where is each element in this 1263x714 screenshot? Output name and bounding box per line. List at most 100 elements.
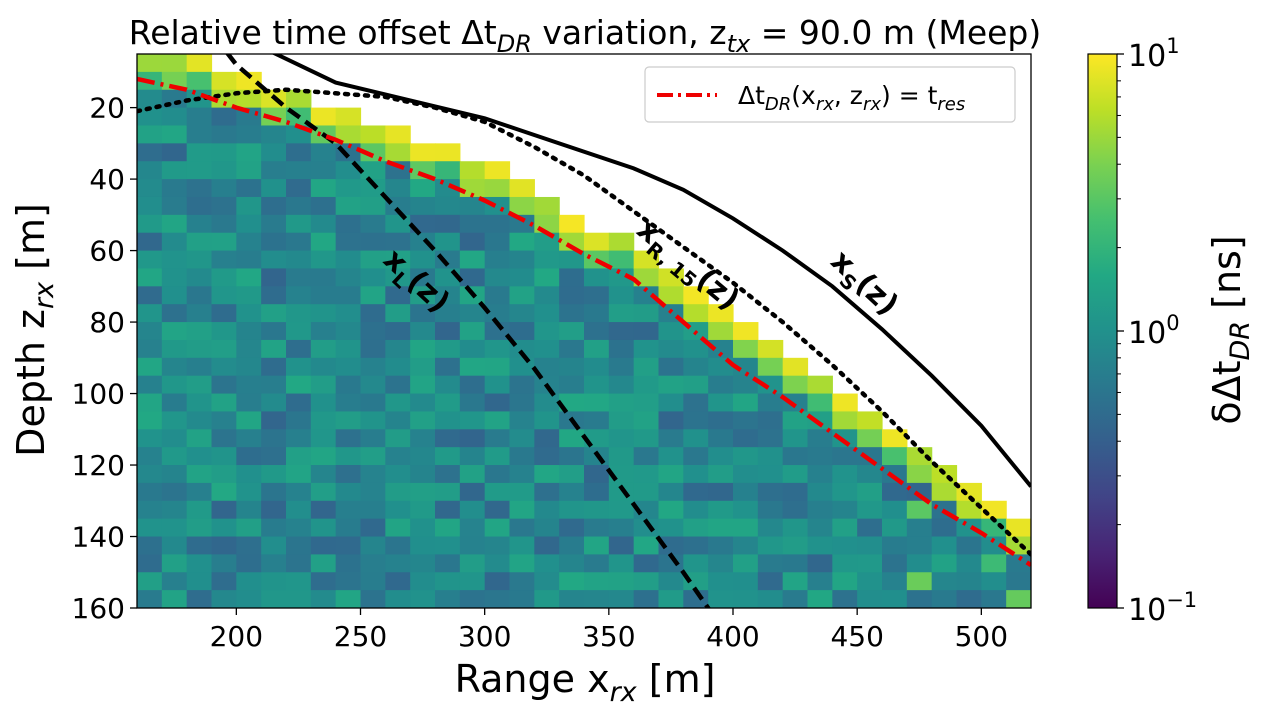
- heatmap-cell: [410, 322, 436, 341]
- heatmap-cell: [832, 429, 858, 448]
- heatmap-cell: [186, 71, 213, 91]
- heatmap-cell: [261, 357, 287, 377]
- heatmap-cell: [236, 250, 262, 270]
- heatmap-cell: [310, 375, 337, 395]
- heatmap-cell: [584, 465, 610, 484]
- heatmap-cell: [906, 554, 933, 573]
- heatmap-cell: [410, 179, 436, 198]
- heatmap-cell: [211, 536, 237, 555]
- heatmap-cell: [931, 554, 958, 573]
- heatmap-cell: [211, 357, 237, 377]
- heatmap-cell: [534, 304, 560, 323]
- heatmap-cell: [956, 518, 982, 538]
- heatmap-cell: [807, 518, 833, 538]
- heatmap-cell: [236, 214, 262, 234]
- heatmap-cell: [137, 322, 163, 341]
- title-mid: variation, z: [532, 13, 727, 52]
- heatmap-cell: [807, 375, 833, 395]
- heatmap-cell: [286, 357, 312, 377]
- heatmap-cell: [459, 572, 486, 591]
- heatmap-cell: [360, 518, 386, 538]
- heatmap-cell: [236, 554, 262, 573]
- heatmap-cell: [658, 393, 684, 413]
- heatmap-cell: [559, 304, 585, 323]
- heatmap-cell: [633, 393, 660, 413]
- heatmap-cell: [236, 429, 262, 448]
- heatmap-cell: [137, 268, 163, 287]
- x-tick-label: 200: [210, 620, 263, 653]
- heatmap-cell: [236, 518, 262, 538]
- heatmap-cell: [186, 232, 213, 252]
- heatmap-cell: [584, 322, 610, 341]
- heatmap-cell: [782, 590, 809, 608]
- heatmap-cell: [633, 572, 660, 591]
- y-tick-label: 160: [72, 592, 125, 625]
- heatmap-cell: [683, 304, 709, 323]
- heatmap-cell: [559, 554, 585, 573]
- heatmap-cell: [435, 250, 461, 270]
- heatmap-cell: [310, 465, 337, 484]
- heatmap-cell: [782, 393, 809, 413]
- heatmap-cell: [658, 482, 684, 502]
- heatmap-cell: [360, 268, 386, 287]
- heatmap-cell: [683, 590, 709, 608]
- heatmap-cell: [459, 447, 486, 466]
- heatmap-cell: [211, 375, 237, 395]
- heatmap-cell: [484, 518, 511, 538]
- heatmap-cell: [360, 322, 386, 341]
- heatmap-cell: [484, 447, 511, 466]
- heatmap-cell: [186, 179, 213, 198]
- heatmap-cell: [286, 500, 312, 520]
- heatmap-cell: [708, 518, 734, 538]
- heatmap-cell: [534, 393, 560, 413]
- heatmap-cell: [782, 429, 809, 448]
- heatmap-cell: [459, 196, 486, 216]
- heatmap-cell: [310, 179, 337, 198]
- heatmap-cell: [857, 500, 883, 520]
- heatmap-cell: [857, 554, 883, 573]
- heatmap-cell: [956, 482, 982, 502]
- heatmap-cell: [186, 554, 213, 573]
- heatmap-cell: [186, 357, 213, 377]
- heatmap-cell: [236, 465, 262, 484]
- heatmap-cell: [261, 161, 287, 180]
- heatmap-cell: [509, 214, 535, 234]
- heatmap-cell: [509, 196, 535, 216]
- heatmap-cell: [385, 572, 411, 591]
- heatmap-cell: [261, 482, 287, 502]
- heatmap-cell: [658, 554, 684, 573]
- heatmap-cell: [931, 518, 958, 538]
- heatmap-cell: [509, 304, 535, 323]
- heatmap-cell: [733, 572, 759, 591]
- heatmap-cell: [410, 590, 436, 608]
- heatmap-cell: [410, 500, 436, 520]
- heatmap-cell: [211, 232, 237, 252]
- heatmap-cell: [981, 554, 1007, 573]
- heatmap-cell: [584, 482, 610, 502]
- heatmap-cell: [807, 500, 833, 520]
- heatmap-cell: [161, 161, 188, 180]
- heatmap-cell: [757, 465, 784, 484]
- y-axis-label: Depth zrx [m]: [9, 203, 60, 457]
- heatmap-cell: [882, 590, 908, 608]
- heatmap-cell: [832, 554, 858, 573]
- heatmap-cell: [360, 214, 386, 234]
- y-tick-label: 60: [89, 235, 125, 268]
- heatmap-cell: [857, 590, 883, 608]
- heatmap-cell: [137, 500, 163, 520]
- heatmap-cell: [584, 536, 610, 555]
- heatmap-cell: [236, 447, 262, 466]
- heatmap-cell: [335, 304, 362, 323]
- heatmap-cell: [335, 125, 362, 144]
- heatmap-cell: [261, 590, 287, 608]
- heatmap-cell: [882, 518, 908, 538]
- heatmap-cell: [559, 536, 585, 555]
- heatmap-cell: [733, 554, 759, 573]
- heatmap-cell: [484, 500, 511, 520]
- heatmap-cell: [509, 447, 535, 466]
- heatmap-cell: [981, 536, 1007, 555]
- heatmap-cell: [509, 250, 535, 270]
- heatmap-cell: [410, 536, 436, 555]
- heatmap-cell: [310, 322, 337, 341]
- heatmap-cell: [459, 518, 486, 538]
